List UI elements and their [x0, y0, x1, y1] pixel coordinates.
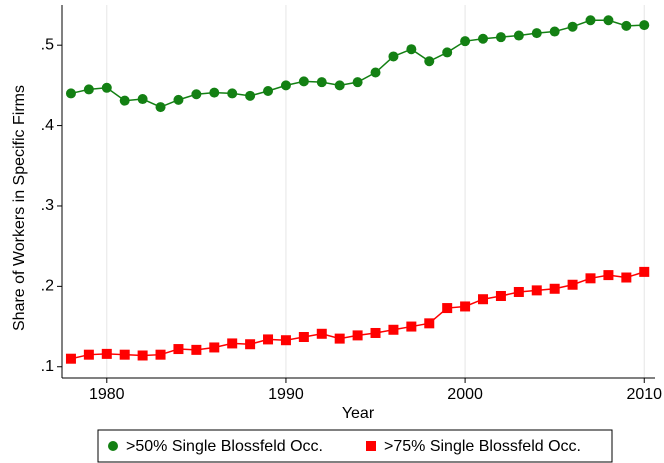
data-point: [209, 87, 220, 98]
data-point: [137, 350, 148, 361]
data-point: [83, 84, 94, 95]
data-point: [370, 327, 381, 338]
data-point: [549, 26, 560, 37]
data-point: [263, 86, 274, 97]
x-tick-label: 2010: [626, 386, 662, 403]
data-point: [442, 47, 453, 58]
data-point: [191, 344, 202, 355]
data-point: [621, 272, 632, 283]
data-point: [316, 328, 327, 339]
data-point: [65, 88, 76, 99]
data-point: [227, 88, 238, 99]
data-point: [531, 28, 542, 39]
data-point: [101, 82, 112, 93]
data-point: [101, 348, 112, 359]
data-point: [513, 286, 524, 297]
legend-marker: [108, 441, 118, 451]
legend-marker: [366, 441, 376, 451]
data-point: [209, 342, 220, 353]
data-point: [280, 335, 291, 346]
data-point: [119, 95, 130, 106]
data-point: [155, 349, 166, 360]
y-axis-title: Share of Workers in Specific Firms: [11, 85, 28, 331]
data-point: [495, 32, 506, 43]
data-point: [513, 30, 524, 41]
data-point: [460, 301, 471, 312]
x-axis-title: Year: [342, 405, 375, 422]
data-point: [478, 294, 489, 305]
data-point: [334, 333, 345, 344]
data-point: [137, 94, 148, 105]
data-point: [424, 318, 435, 329]
x-tick-label: 1980: [89, 386, 125, 403]
data-point: [388, 324, 399, 335]
data-point: [603, 15, 614, 26]
y-tick-label: .4: [41, 117, 54, 134]
data-point: [424, 56, 435, 67]
y-tick-label: .5: [41, 36, 54, 53]
data-point: [83, 349, 94, 360]
data-point: [119, 349, 130, 360]
data-point: [460, 36, 471, 47]
data-point: [263, 334, 274, 345]
data-point: [603, 270, 614, 281]
data-point: [621, 20, 632, 31]
data-point: [227, 338, 238, 349]
legend-label: >50% Single Blossfeld Occ.: [126, 438, 323, 455]
data-point: [370, 67, 381, 78]
data-point: [316, 77, 327, 88]
data-point: [478, 33, 489, 44]
data-point: [280, 80, 291, 91]
data-point: [567, 21, 578, 32]
data-point: [549, 283, 560, 294]
data-point: [639, 266, 650, 277]
data-point: [352, 77, 363, 88]
x-tick-label: 1990: [268, 386, 304, 403]
data-point: [65, 353, 76, 364]
data-point: [245, 339, 256, 350]
y-tick-label: .3: [41, 197, 54, 214]
data-point: [388, 51, 399, 62]
legend-box: [97, 429, 613, 463]
data-point: [639, 20, 650, 31]
data-point: [173, 344, 184, 355]
data-point: [173, 94, 184, 105]
x-tick-label: 2000: [447, 386, 483, 403]
data-point: [585, 15, 596, 26]
data-point: [334, 80, 345, 91]
y-tick-label: .2: [41, 278, 54, 295]
data-point: [245, 90, 256, 101]
data-point: [567, 279, 578, 290]
data-point: [191, 89, 202, 100]
data-point: [298, 76, 309, 87]
data-point: [442, 303, 453, 314]
data-point: [406, 321, 417, 332]
y-tick-label: .1: [41, 358, 54, 375]
data-point: [585, 273, 596, 284]
data-point: [298, 332, 309, 343]
legend-label: >75% Single Blossfeld Occ.: [384, 438, 581, 455]
data-point: [531, 285, 542, 296]
data-point: [155, 102, 166, 113]
data-point: [352, 330, 363, 341]
data-point: [406, 44, 417, 55]
data-point: [495, 291, 506, 302]
